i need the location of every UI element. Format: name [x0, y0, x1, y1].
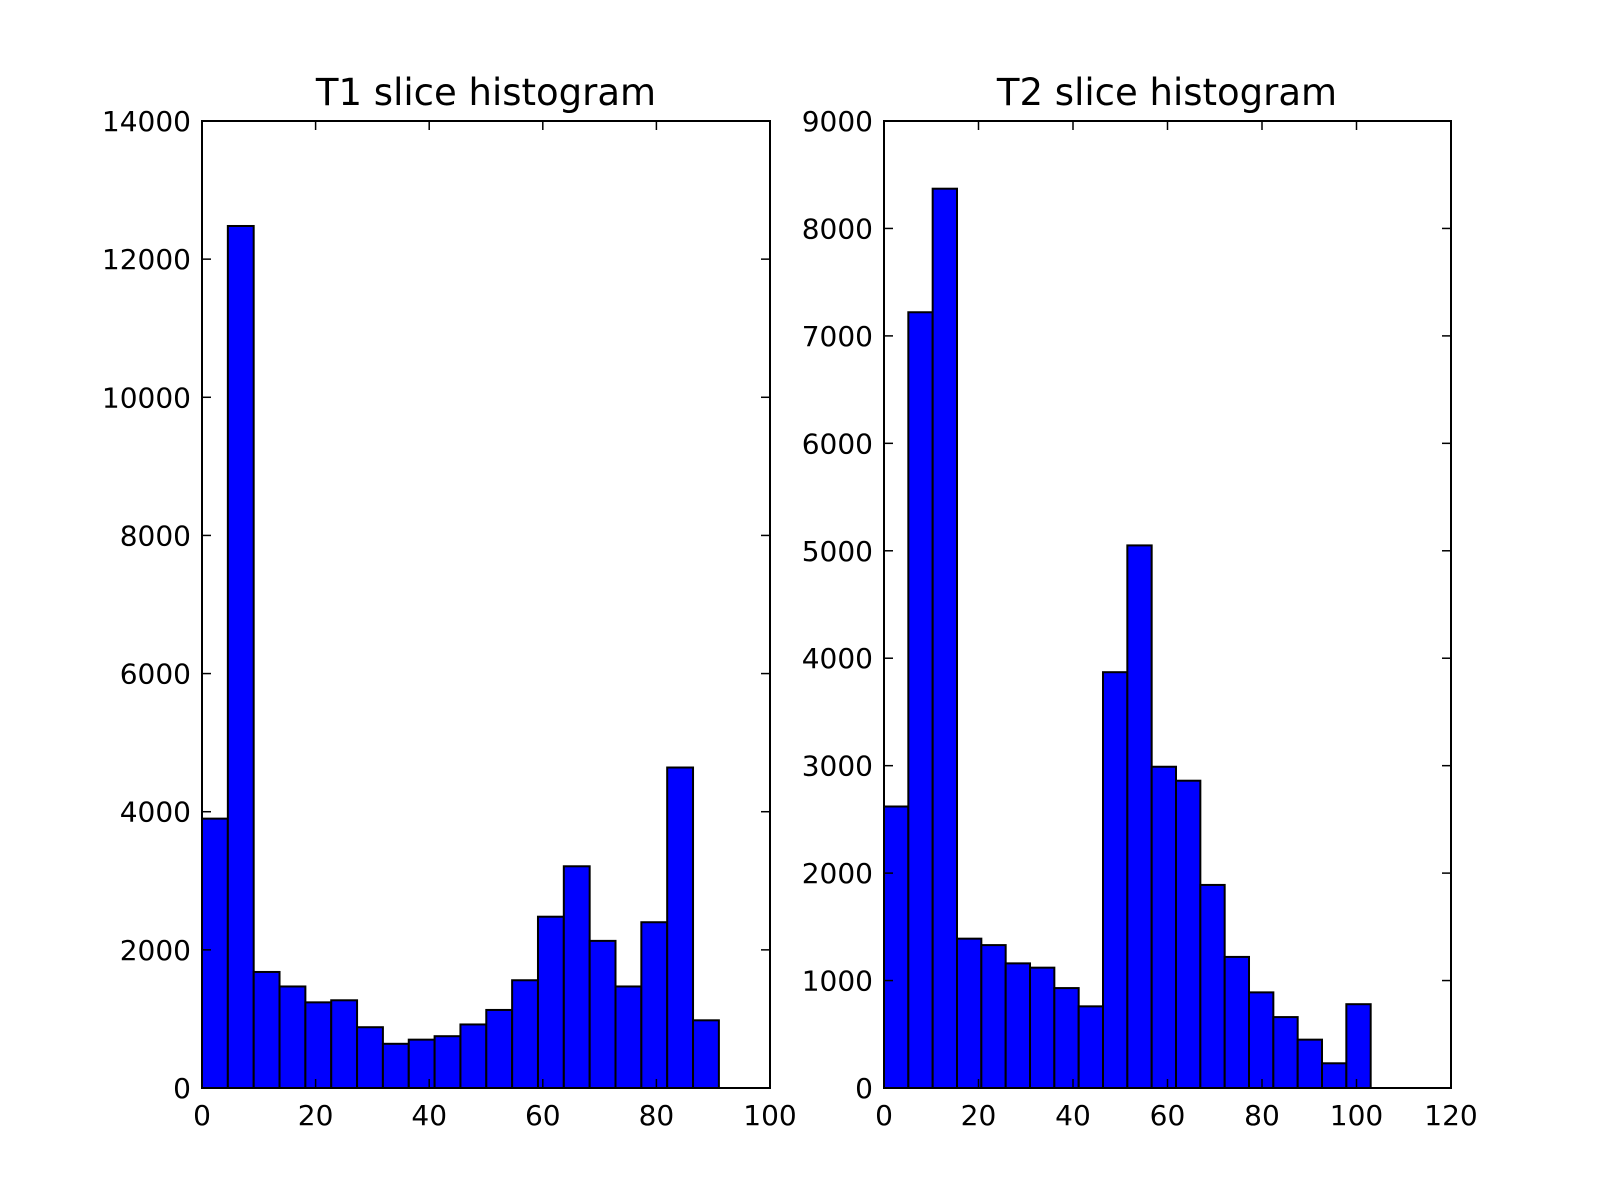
- t2-bar-3: [956, 937, 983, 1089]
- t2-ytick-label-2: 2000: [802, 857, 873, 890]
- t2-bar-13: [1199, 883, 1226, 1089]
- t2-bar-15: [1248, 991, 1275, 1090]
- t2-bar-12: [1175, 779, 1202, 1089]
- t1-ytick-label-6: 12000: [102, 243, 191, 276]
- t1-bar-13: [536, 915, 565, 1090]
- t2-histogram-panel: T2 slice histogram 0 20 40 60 80 100 120 0 1000 2…: [802, 71, 1478, 1132]
- t1-axes-frame: [201, 120, 771, 1089]
- t2-bar-18: [1321, 1062, 1348, 1089]
- t1-bar-11: [485, 1008, 514, 1089]
- t2-bar-14: [1223, 955, 1251, 1090]
- t1-xtick-label-4: 80: [639, 1099, 675, 1132]
- t2-bar-8: [1077, 1005, 1105, 1089]
- t1-bar-1: [226, 224, 255, 1089]
- t2-xtick-label-1: 20: [961, 1099, 997, 1132]
- t2-xtick-label-6: 120: [1424, 1099, 1477, 1132]
- t1-ytick-label-7: 14000: [102, 105, 191, 138]
- t2-bar-17: [1296, 1038, 1324, 1090]
- t2-bar-5: [1004, 962, 1032, 1089]
- t1-bar-7: [381, 1042, 410, 1090]
- t2-bars: [883, 187, 1372, 1090]
- t2-ytick-label-4: 4000: [802, 642, 873, 675]
- t2-bar-16: [1272, 1016, 1299, 1089]
- t1-ytick-label-0: 0: [173, 1072, 191, 1105]
- t2-xtick-label-5: 100: [1330, 1099, 1383, 1132]
- t1-bar-5: [330, 999, 359, 1090]
- t1-bar-2: [252, 970, 281, 1090]
- t2-axes-frame: [883, 120, 1452, 1089]
- t2-xtick-label-3: 60: [1150, 1099, 1186, 1132]
- t2-bar-0: [883, 805, 910, 1089]
- t1-ticks: 0 20 40 60 80 100 0 2000 4000 6000 8000 10000 12000 1…: [102, 105, 797, 1132]
- t1-bar-3: [278, 985, 307, 1090]
- t1-bar-4: [304, 1001, 333, 1090]
- t1-ytick-label-5: 10000: [102, 381, 191, 414]
- t2-bar-9: [1102, 671, 1129, 1089]
- t1-ytick-label-3: 6000: [120, 658, 191, 691]
- t2-ytick-label-9: 9000: [802, 105, 873, 138]
- t1-xtick-label-0: 0: [193, 1099, 211, 1132]
- t2-xtick-label-2: 40: [1055, 1099, 1091, 1132]
- t1-bar-19: [692, 1019, 720, 1089]
- t1-ytick-label-4: 8000: [120, 519, 191, 552]
- t1-bar-15: [588, 939, 617, 1090]
- t2-bar-1: [907, 311, 934, 1089]
- t1-histogram-panel: T1 slice histogram 0 20 40 60 80 100 0 2000 4000…: [102, 71, 797, 1132]
- t1-xtick-label-1: 20: [298, 1099, 334, 1132]
- t1-bar-18: [666, 766, 695, 1089]
- t1-xtick-label-5: 100: [743, 1099, 796, 1132]
- t1-bar-0: [201, 817, 229, 1089]
- t2-ytick-label-1: 1000: [802, 965, 873, 998]
- t1-ytick-label-2: 4000: [120, 796, 191, 829]
- t1-xtick-label-3: 60: [525, 1099, 561, 1132]
- t1-bars: [201, 224, 720, 1090]
- t1-xtick-label-2: 40: [411, 1099, 447, 1132]
- t2-ytick-label-3: 3000: [802, 750, 873, 783]
- t2-ticks: 0 20 40 60 80 100 120 0 1000 2000 3000 4000 5000 6000…: [802, 105, 1478, 1132]
- t2-xtick-label-0: 0: [875, 1099, 893, 1132]
- t1-bar-16: [614, 985, 643, 1090]
- t2-ytick-label-0: 0: [855, 1072, 873, 1105]
- t1-chart-title: T1 slice histogram: [315, 71, 656, 114]
- t2-ytick-label-6: 6000: [802, 427, 873, 460]
- t2-bar-11: [1150, 765, 1178, 1089]
- t1-ytick-label-1: 2000: [120, 934, 191, 967]
- t2-bar-2: [931, 187, 959, 1089]
- t1-bar-9: [433, 1035, 462, 1089]
- t2-bar-7: [1053, 987, 1080, 1089]
- t2-bar-19: [1345, 1003, 1372, 1090]
- t1-bar-17: [640, 921, 669, 1089]
- t2-ytick-label-8: 8000: [802, 212, 873, 245]
- t2-xtick-label-4: 80: [1244, 1099, 1280, 1132]
- t1-bar-10: [459, 1023, 488, 1090]
- t2-chart-title: T2 slice histogram: [996, 71, 1337, 114]
- t2-ytick-label-7: 7000: [802, 320, 873, 353]
- t2-bar-6: [1029, 966, 1056, 1090]
- t1-bar-14: [562, 865, 591, 1089]
- t1-bar-6: [356, 1026, 384, 1090]
- t2-bar-4: [980, 944, 1007, 1089]
- t1-bar-8: [407, 1038, 436, 1090]
- t2-bar-10: [1126, 544, 1153, 1089]
- t1-bar-12: [511, 979, 539, 1090]
- t2-ytick-label-5: 5000: [802, 535, 873, 568]
